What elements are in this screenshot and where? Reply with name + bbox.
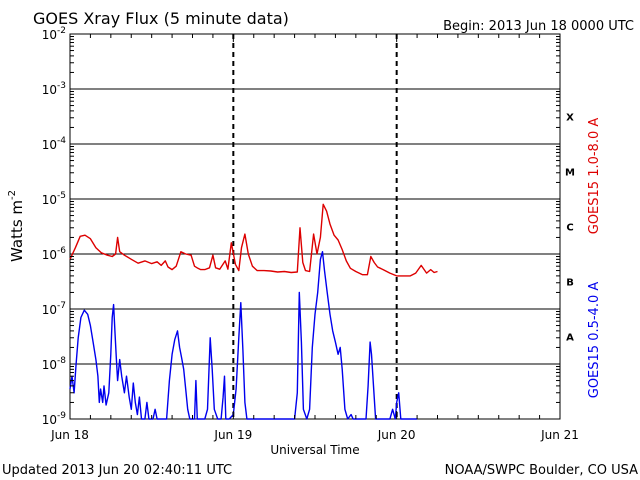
flare-class-label: M [565,168,575,179]
grid [70,34,560,419]
flare-class-label: B [566,278,574,289]
y-tick-label: 10-2 [42,26,66,42]
y-axis-label: Watts m-2 [7,190,26,262]
credit-label: NOAA/SWPC Boulder, CO USA [445,463,638,478]
series-layer [69,203,438,420]
x-tick-label: Jun 20 [377,428,416,442]
y-tick-label: 10-7 [42,301,66,317]
flare-class-label: A [566,333,574,344]
updated-timestamp: Updated 2013 Jun 20 02:40:11 UTC [2,463,232,478]
legend-series-short: GOES15 0.5-4.0 A [587,282,602,399]
series-line [69,250,418,420]
y-tick-label: 10-3 [42,81,66,97]
y-tick-label: 10-4 [42,136,67,152]
y-tick-label: 10-6 [42,246,67,262]
x-tick-label: Jun 21 [540,428,579,442]
y-tick-label: 10-5 [42,191,66,207]
x-axis-label: Universal Time [270,443,359,457]
flare-class-labels: A B C M X [565,113,575,344]
y-tick-label: 10-9 [42,411,67,427]
y-axis-label-sup: -2 [7,190,18,200]
y-tick-label: 10-8 [42,356,67,372]
flare-class-label: C [566,223,573,234]
chart-title: GOES Xray Flux (5 minute data) [33,9,289,28]
y-axis-ticks: 10-9 10-8 10-7 10-6 10-5 10-4 10-3 10-2 [42,26,560,427]
x-axis-ticks: Jun 18 Jun 19 Jun 20 Jun 21 [50,34,579,442]
x-tick-label: Jun 18 [50,428,89,442]
legend-series-long: GOES15 1.0-8.0 A [587,118,602,235]
x-tick-label: Jun 19 [213,428,252,442]
plot-frame [69,33,561,420]
series-line [69,203,438,277]
begin-label: Begin: 2013 Jun 18 0000 UTC [443,19,634,34]
flare-class-label: X [566,113,574,124]
y-axis-label-base: Watts m [8,200,26,262]
